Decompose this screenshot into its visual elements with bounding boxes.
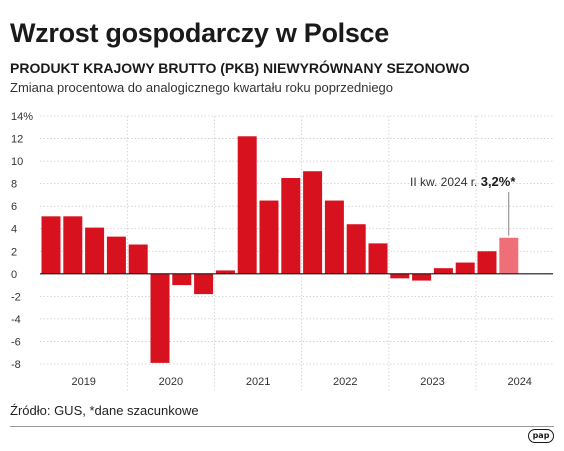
y-tick-label: -6 bbox=[11, 336, 21, 348]
x-tick-label: 2023 bbox=[420, 376, 444, 388]
annotation-text: II kw. 2024 r. bbox=[410, 175, 481, 189]
x-tick-label: 2022 bbox=[333, 376, 357, 388]
y-tick-label: -2 bbox=[11, 291, 21, 303]
annotation-value: 3,2%* bbox=[481, 174, 517, 189]
y-tick-label: 2 bbox=[11, 246, 17, 258]
pap-logo: pap bbox=[528, 429, 554, 443]
bar bbox=[259, 200, 279, 274]
y-tick-label: 0 bbox=[11, 269, 17, 281]
x-tick-label: 2024 bbox=[507, 376, 531, 388]
annotation-label: II kw. 2024 r. 3,2%* bbox=[410, 174, 516, 189]
bar bbox=[499, 237, 519, 274]
bar bbox=[390, 273, 410, 279]
bar bbox=[346, 224, 366, 274]
bar bbox=[368, 243, 388, 274]
bar-chart: 14% 12 10 8 6 4 2 0 -2 -4 -6 -8 2019 2020 2021 2022 202… bbox=[11, 111, 553, 390]
bar bbox=[194, 273, 214, 295]
footer-divider bbox=[10, 426, 554, 427]
bar bbox=[455, 262, 475, 274]
bar bbox=[128, 244, 148, 274]
y-tick-label: 14% bbox=[11, 111, 33, 123]
bar bbox=[303, 171, 323, 274]
bar bbox=[85, 227, 105, 274]
bar bbox=[237, 136, 257, 274]
bar bbox=[324, 200, 344, 274]
bar bbox=[172, 273, 192, 286]
bar bbox=[433, 268, 453, 274]
source-note: Źródło: GUS, *dane szacunkowe bbox=[10, 403, 199, 418]
chart-subtitle: PRODUKT KRAJOWY BRUTTO (PKB) NIEWYRÓWNAN… bbox=[10, 60, 470, 76]
y-tick-label: -8 bbox=[11, 359, 21, 371]
y-tick-label: 12 bbox=[11, 134, 23, 146]
y-axis-ticks: 14% 12 10 8 6 4 2 0 -2 -4 -6 -8 bbox=[11, 111, 33, 371]
bar bbox=[63, 216, 83, 274]
bar bbox=[106, 236, 126, 274]
bar bbox=[150, 273, 170, 363]
y-tick-label: 8 bbox=[11, 179, 17, 191]
y-tick-label: 4 bbox=[11, 224, 17, 236]
bar bbox=[215, 270, 235, 274]
y-tick-label: -4 bbox=[11, 314, 21, 326]
bars bbox=[41, 136, 519, 363]
y-tick-label: 10 bbox=[11, 156, 23, 168]
bar bbox=[477, 251, 497, 274]
chart-title: Wzrost gospodarczy w Polsce bbox=[10, 18, 389, 48]
x-tick-label: 2020 bbox=[159, 376, 183, 388]
y-tick-label: 6 bbox=[11, 201, 17, 213]
x-tick-label: 2021 bbox=[246, 376, 270, 388]
x-tick-label: 2019 bbox=[71, 376, 95, 388]
x-axis-ticks: 2019 2020 2021 2022 2023 2024 bbox=[71, 376, 531, 388]
bar bbox=[41, 216, 61, 274]
chart-description: Zmiana procentowa do analogicznego kwart… bbox=[10, 80, 394, 95]
bar bbox=[412, 273, 432, 281]
bar bbox=[281, 178, 301, 274]
